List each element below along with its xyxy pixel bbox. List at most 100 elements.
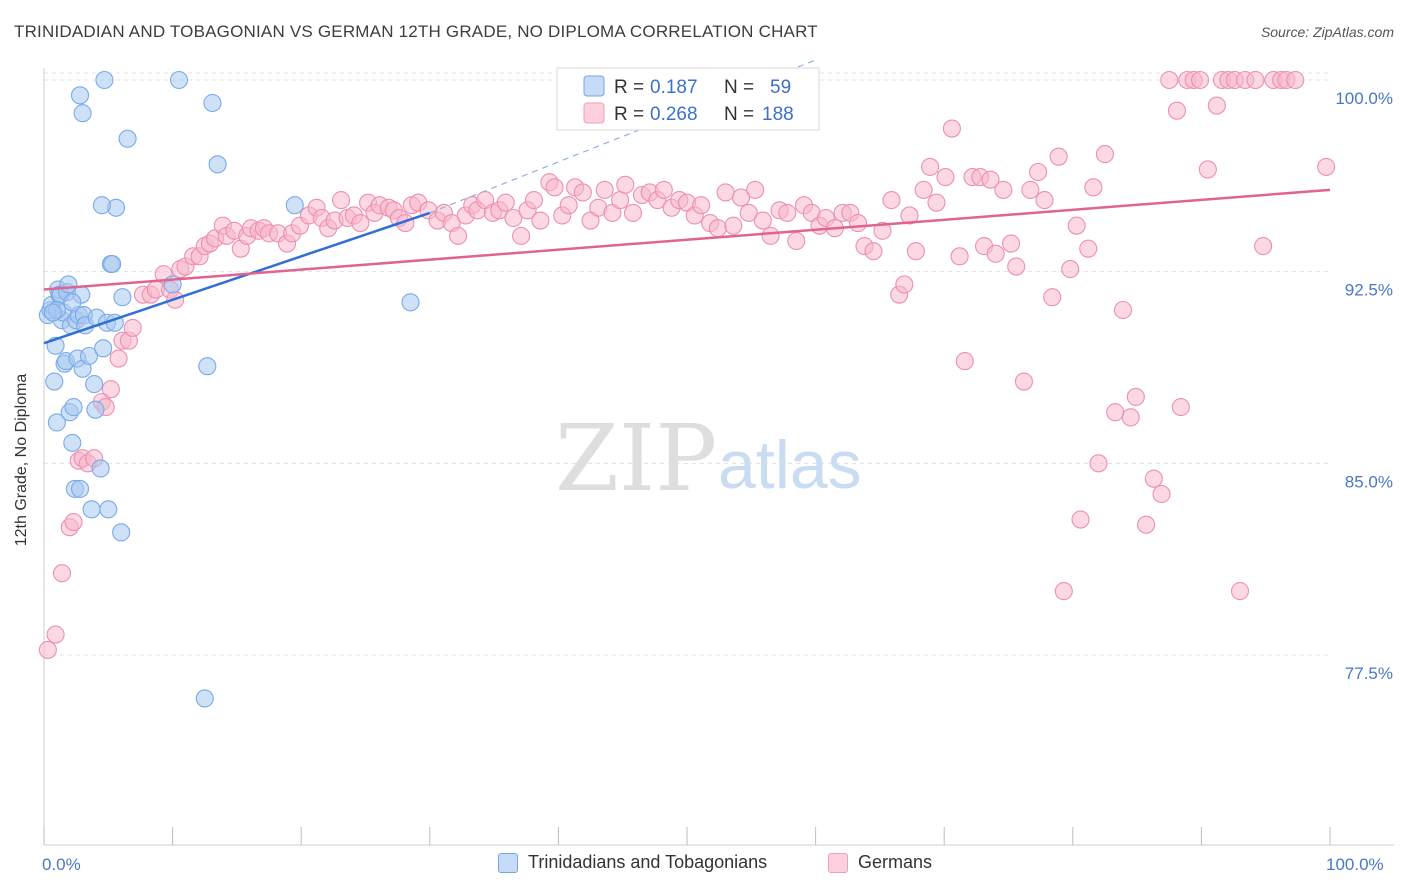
point-trinidadian (86, 400, 105, 419)
point-german (778, 203, 797, 222)
point-german (611, 191, 630, 210)
point-german (761, 226, 780, 245)
point-german (716, 183, 735, 202)
point-german (1043, 288, 1062, 307)
legend-box: R = 0.187 N = 59 R = 0.268 N = 188 (556, 67, 820, 131)
point-german (512, 226, 531, 245)
legend-swatch-series2 (583, 102, 605, 124)
point-german (882, 191, 901, 210)
point-german (900, 206, 919, 225)
point-german (1029, 162, 1048, 182)
point-german (1106, 403, 1125, 422)
point-german (848, 214, 868, 233)
point-german (64, 513, 83, 532)
point-german (1002, 234, 1021, 253)
point-german (1198, 160, 1217, 179)
point-trinidadian (401, 293, 420, 312)
chart-title: TRINIDADIAN AND TOBAGONIAN VS GERMAN 12T… (14, 22, 818, 41)
point-german (864, 242, 883, 261)
y-tick-label: 92.5% (1345, 281, 1393, 300)
point-trinidadian (45, 372, 64, 391)
point-german (531, 211, 550, 230)
data-points (38, 70, 1336, 708)
point-german (545, 178, 564, 197)
point-german (1007, 257, 1026, 276)
y-tick-label: 100.0% (1335, 89, 1393, 108)
point-trinidadian (95, 70, 114, 90)
point-german (692, 196, 711, 215)
bottom-legend-swatch-2 (828, 852, 848, 873)
source-label: Source: ZipAtlas.com (1260, 24, 1394, 40)
watermark-zip: ZIP (555, 405, 717, 512)
point-german (1095, 145, 1114, 164)
legend-n-value-1: 59 (770, 77, 791, 98)
point-german (927, 193, 946, 212)
point-german (101, 380, 120, 399)
legend-swatch-series1 (583, 75, 605, 97)
bottom-legend-swatch-1 (498, 852, 518, 873)
point-german (936, 168, 955, 187)
x-tick-label-min: 0.0% (42, 855, 81, 874)
point-trinidadian (64, 398, 83, 417)
point-trinidadian (70, 479, 90, 498)
point-german (787, 231, 806, 251)
point-trinidadian (285, 196, 304, 215)
point-trinidadian (47, 413, 66, 432)
point-trinidadian (169, 70, 189, 90)
y-tick-label: 85.0% (1345, 472, 1393, 491)
point-trinidadian (112, 523, 131, 542)
point-german (739, 203, 758, 222)
point-german (38, 640, 57, 659)
point-german (986, 244, 1005, 263)
point-german (524, 191, 544, 210)
point-german (994, 180, 1013, 199)
bottom-legend-item-1: Trinidadians and Tobagonians (498, 852, 767, 873)
point-german (1317, 157, 1336, 176)
legend-n-label-2: N = (724, 104, 754, 125)
point-german (1021, 180, 1040, 199)
point-trinidadian (82, 500, 101, 519)
point-german (906, 242, 925, 261)
point-german (1126, 387, 1145, 406)
point-trinidadian (99, 500, 118, 519)
point-german (942, 119, 961, 138)
trend-line-german (43, 188, 1331, 291)
point-german (753, 211, 772, 230)
point-german (708, 219, 727, 238)
point-trinidadian (208, 155, 227, 174)
point-german (109, 349, 128, 368)
point-trinidadian (118, 129, 137, 148)
point-german (1191, 70, 1210, 90)
point-german (1207, 96, 1226, 115)
point-trinidadian (79, 346, 99, 366)
point-german (332, 191, 351, 210)
watermark-atlas: atlas (718, 427, 862, 503)
point-trinidadian (92, 196, 111, 215)
bottom-legend-label-1: Trinidadians and Tobagonians (528, 852, 768, 872)
point-german (1089, 454, 1108, 473)
point-german (1246, 70, 1265, 90)
point-german (724, 216, 743, 235)
point-german (731, 188, 751, 207)
point-german (955, 352, 974, 371)
point-german (1254, 237, 1273, 256)
legend-r-value-1: 0.187 (650, 77, 698, 98)
point-german (623, 203, 643, 222)
legend-r-value-2: 0.268 (650, 104, 698, 125)
point-trinidadian (203, 93, 222, 113)
point-german (746, 180, 765, 199)
point-german (921, 157, 940, 176)
point-german (123, 318, 142, 337)
point-trinidadian (103, 254, 122, 274)
point-trinidadian (91, 459, 110, 478)
point-german (1079, 239, 1098, 258)
point-trinidadian (73, 104, 92, 123)
point-trinidadian (195, 689, 214, 708)
point-german (1084, 178, 1103, 197)
point-german (654, 180, 673, 199)
point-german (1152, 484, 1171, 504)
legend-n-value-2: 188 (762, 104, 794, 125)
point-german (914, 180, 933, 199)
point-german (449, 226, 468, 245)
point-german (1049, 147, 1068, 166)
